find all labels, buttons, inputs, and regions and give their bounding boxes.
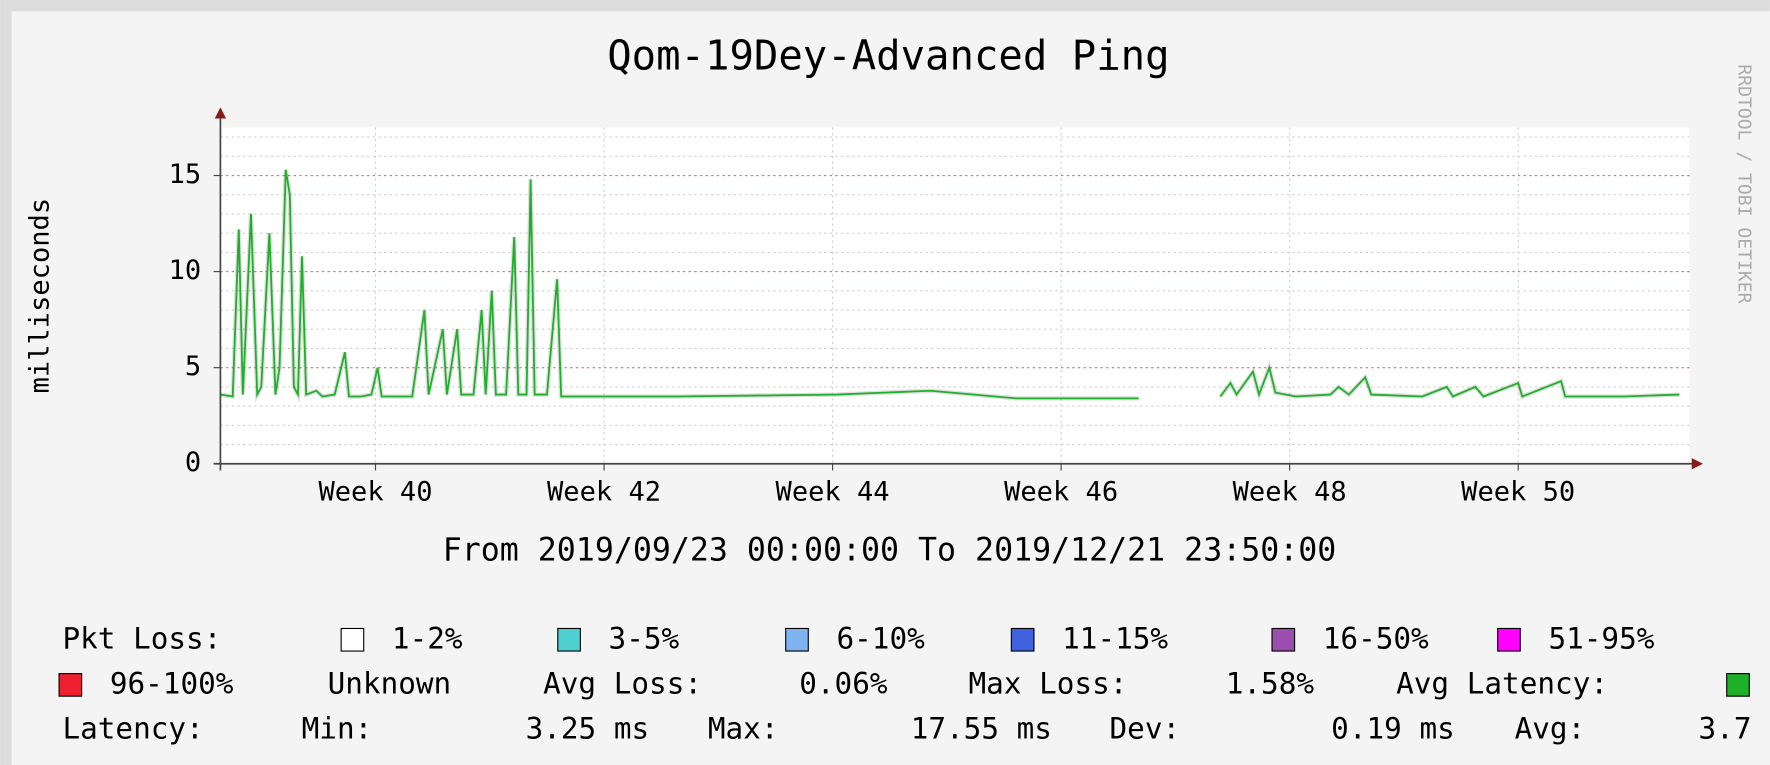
legend-entry: 16-50% <box>1323 621 1429 655</box>
chart-title: Qom-19Dey-Advanced Ping <box>607 32 1169 80</box>
legend-swatch <box>1726 673 1750 697</box>
y-axis-label: milliseconds <box>25 198 56 394</box>
subtitle: From 2019/09/23 00:00:00 To 2019/12/21 2… <box>443 533 1337 569</box>
legend-swatch <box>785 627 809 652</box>
watermark: RRDTOOL / TOBI OETIKER <box>1734 64 1755 303</box>
legend-entry: 96-100% <box>110 666 234 700</box>
x-tick-label: Week 48 <box>1233 477 1347 508</box>
stat-value: 3.25 ms <box>526 712 650 746</box>
y-tick-label: 5 <box>185 351 201 382</box>
y-tick-label: 10 <box>169 255 202 286</box>
legend-entry: 11-15% <box>1062 621 1168 655</box>
stat-label: Min: <box>302 712 373 746</box>
legend-entry: Unknown <box>328 666 452 700</box>
plot-area <box>220 127 1690 464</box>
stat-value: 1.58% <box>1226 666 1315 700</box>
legend-swatch <box>58 673 83 697</box>
stat-label: Dev: <box>1110 712 1181 746</box>
x-tick-label: Week 46 <box>1004 477 1118 508</box>
legend-label: Pkt Loss: <box>62 621 221 655</box>
y-axis-arrow <box>214 107 227 119</box>
legend-swatch <box>1271 627 1296 652</box>
legend-swatch <box>557 627 581 652</box>
y-tick-label: 15 <box>169 159 202 190</box>
axes: 0 5 10 15 Week 40 Week 42 Week 44 Week 46 Week 4… <box>169 107 1704 508</box>
x-tick-label: Week 40 <box>318 477 432 508</box>
marks <box>220 169 1680 404</box>
legend: Pkt Loss: 1-2% 3-5% 6-10% 11-15% 16-50% 51-95%… <box>58 621 1752 746</box>
stat-label: Avg Loss: <box>543 666 702 700</box>
stat-value: 0.06% <box>799 666 888 700</box>
legend-swatch <box>340 627 365 652</box>
legend-entry: Avg Latency: <box>1396 666 1608 700</box>
stat-value: 0.19 ms <box>1331 712 1455 746</box>
stat-label: Avg: <box>1515 712 1586 746</box>
stat-label: Max Loss: <box>968 666 1127 700</box>
stat-value: 3.7 <box>1699 712 1752 746</box>
stat-label: Max: <box>708 712 779 746</box>
x-tick-label: Week 44 <box>776 477 890 508</box>
legend-entry: 51-95% <box>1548 621 1654 655</box>
line <box>220 169 1680 400</box>
stat-value: 17.55 ms <box>911 712 1052 746</box>
legend-swatch <box>1010 627 1035 652</box>
legend-entry: 6-10% <box>836 621 925 655</box>
legend-swatch <box>1497 627 1521 652</box>
legend-entry: 3-5% <box>609 621 680 655</box>
stat-label: Latency: <box>62 712 203 746</box>
x-tick-label: Week 42 <box>547 477 661 508</box>
x-axis-arrow <box>1691 458 1704 470</box>
x-tick-label: Week 50 <box>1461 477 1575 508</box>
y-tick-label: 0 <box>185 447 201 478</box>
legend-entry: 1-2% <box>392 621 463 655</box>
